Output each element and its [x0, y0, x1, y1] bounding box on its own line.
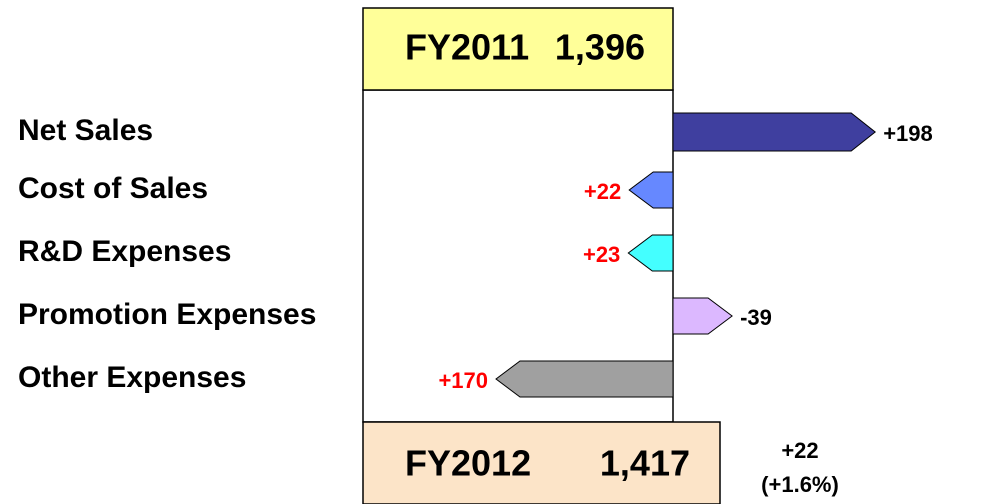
start-value: 1,396 — [555, 27, 645, 68]
arrow-bar — [672, 112, 877, 152]
end-name: FY2012 — [405, 443, 531, 484]
category-label: Other Expenses — [18, 361, 246, 394]
category-label: Promotion Expenses — [18, 298, 316, 331]
end-box — [362, 421, 721, 504]
arrow-bar — [672, 297, 733, 335]
arrow-bar — [495, 360, 674, 398]
category-label: Net Sales — [18, 114, 153, 147]
value-label: -39 — [740, 305, 772, 330]
value-label: +170 — [438, 368, 488, 393]
start-box — [362, 7, 674, 91]
value-label: +22 — [584, 179, 621, 204]
end-value: 1,417 — [600, 443, 690, 484]
arrow-bar — [628, 171, 674, 209]
category-label: Cost of Sales — [18, 172, 208, 205]
arrow-bar — [627, 234, 674, 272]
end-change: +22 — [781, 438, 818, 463]
start-name: FY2011 — [405, 27, 529, 68]
value-label: +23 — [583, 242, 620, 267]
category-label: R&D Expenses — [18, 235, 231, 268]
value-label: +198 — [883, 121, 933, 146]
end-change-pct: (+1.6%) — [761, 472, 839, 497]
